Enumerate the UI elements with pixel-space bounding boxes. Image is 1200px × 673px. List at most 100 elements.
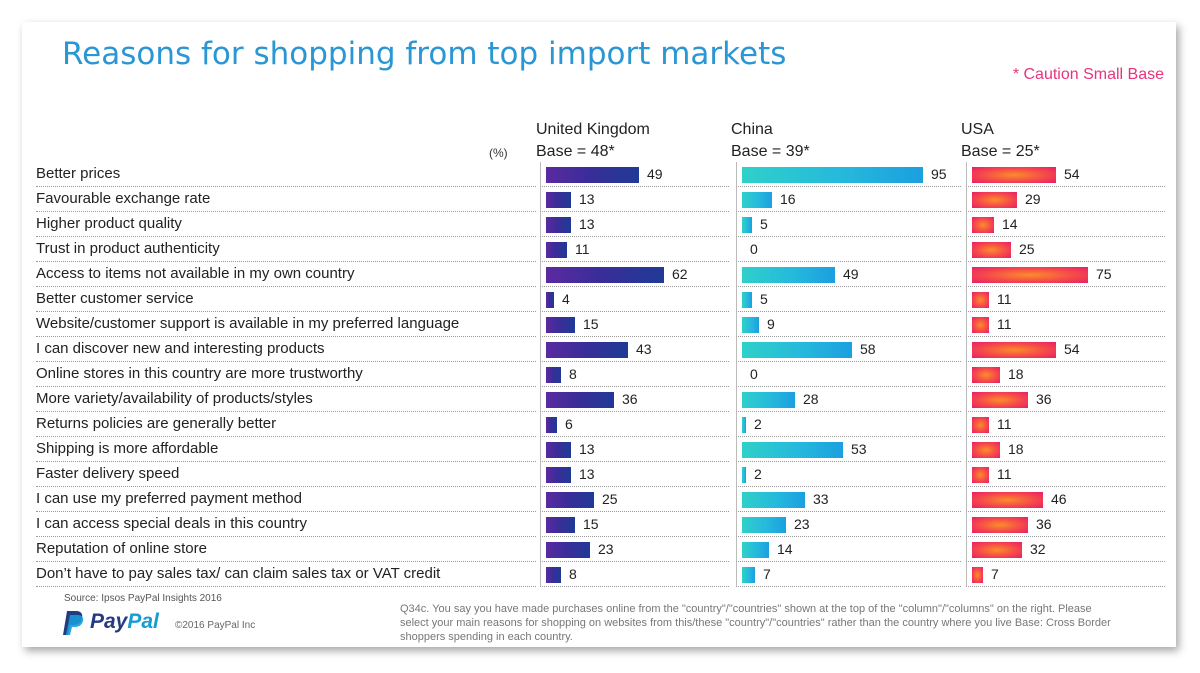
data-label: 95 xyxy=(931,166,947,182)
data-label: 5 xyxy=(760,216,768,232)
bar xyxy=(742,217,752,233)
category-label: More variety/availability of products/st… xyxy=(36,387,536,412)
column-base: Base = 25* xyxy=(961,143,1040,160)
column-header-uk: United Kingdom Base = 48* xyxy=(536,118,650,163)
data-label: 0 xyxy=(750,366,758,382)
bar xyxy=(546,192,571,208)
bar xyxy=(972,167,1056,183)
bar xyxy=(546,392,614,408)
chart-row: Better prices 49 95 54 xyxy=(36,162,1166,187)
bar-cell: 54 xyxy=(966,162,1165,187)
category-label: Reputation of online store xyxy=(36,537,536,562)
bar xyxy=(742,542,769,558)
bar xyxy=(972,217,994,233)
bar xyxy=(546,342,628,358)
chart-row: I can access special deals in this count… xyxy=(36,512,1166,537)
data-label: 5 xyxy=(760,291,768,307)
chart-row: Reputation of online store 23 14 32 xyxy=(36,537,1166,562)
bar-cell: 36 xyxy=(966,387,1165,412)
bar-cell: 36 xyxy=(966,512,1165,537)
bar-cell: 0 xyxy=(736,237,961,262)
chart-row: Better customer service 4 5 11 xyxy=(36,287,1166,312)
bar xyxy=(742,317,759,333)
chart-row: Higher product quality 13 5 14 xyxy=(36,212,1166,237)
chart-row: Shipping is more affordable 13 53 18 xyxy=(36,437,1166,462)
bar xyxy=(972,542,1022,558)
data-label: 25 xyxy=(602,491,618,507)
bar xyxy=(972,492,1043,508)
bar-cell: 8 xyxy=(540,362,729,387)
bar-cell: 33 xyxy=(736,487,961,512)
slide: Reasons for shopping from top import mar… xyxy=(22,22,1176,647)
bar-cell: 15 xyxy=(540,512,729,537)
bar xyxy=(742,392,795,408)
data-label: 7 xyxy=(991,566,999,582)
bar xyxy=(742,342,852,358)
bar xyxy=(742,192,772,208)
bar xyxy=(546,217,571,233)
bar-cell: 11 xyxy=(540,237,729,262)
chart-row: I can use my preferred payment method 25 3… xyxy=(36,487,1166,512)
category-label: I can discover new and interesting produ… xyxy=(36,337,536,362)
chart-row: More variety/availability of products/st… xyxy=(36,387,1166,412)
bar xyxy=(546,442,571,458)
column-base: Base = 39* xyxy=(731,143,810,160)
bar xyxy=(546,242,567,258)
bar xyxy=(742,267,835,283)
data-label: 36 xyxy=(1036,516,1052,532)
data-label: 32 xyxy=(1030,541,1046,557)
data-label: 18 xyxy=(1008,441,1024,457)
bar xyxy=(546,492,594,508)
bar-cell: 23 xyxy=(736,512,961,537)
category-label: Access to items not available in my own … xyxy=(36,262,536,287)
data-label: 2 xyxy=(754,416,762,432)
data-label: 4 xyxy=(562,291,570,307)
bar xyxy=(546,292,554,308)
bar-cell: 14 xyxy=(966,212,1165,237)
bar xyxy=(546,167,639,183)
bar-cell: 11 xyxy=(966,287,1165,312)
data-label: 11 xyxy=(997,466,1012,482)
data-label: 0 xyxy=(750,241,758,257)
chart-row: Returns policies are generally better 6 2 1… xyxy=(36,412,1166,437)
bar xyxy=(972,417,989,433)
bar-cell: 18 xyxy=(966,437,1165,462)
data-label: 36 xyxy=(622,391,638,407)
bar xyxy=(972,517,1028,533)
bar xyxy=(742,167,923,183)
bar-cell: 25 xyxy=(966,237,1165,262)
data-label: 49 xyxy=(843,266,859,282)
bar-cell: 54 xyxy=(966,337,1165,362)
data-label: 6 xyxy=(565,416,573,432)
data-label: 33 xyxy=(813,491,829,507)
column-base: Base = 48* xyxy=(536,143,615,160)
data-label: 11 xyxy=(575,241,590,257)
bar xyxy=(546,542,590,558)
chart-row: Access to items not available in my own … xyxy=(36,262,1166,287)
data-label: 16 xyxy=(780,191,796,207)
bar xyxy=(546,517,575,533)
data-label: 13 xyxy=(579,216,595,232)
unit-label: (%) xyxy=(489,146,508,160)
category-label: I can access special deals in this count… xyxy=(36,512,536,537)
chart-row: Online stores in this country are more t… xyxy=(36,362,1166,387)
data-label: 9 xyxy=(767,316,775,332)
data-label: 13 xyxy=(579,441,595,457)
source-note: Source: Ipsos PayPal Insights 2016 xyxy=(64,593,222,604)
bar xyxy=(742,567,755,583)
data-label: 11 xyxy=(997,316,1012,332)
bar-cell: 25 xyxy=(540,487,729,512)
bar xyxy=(546,367,561,383)
bar-cell: 13 xyxy=(540,462,729,487)
bar xyxy=(742,492,805,508)
data-label: 28 xyxy=(803,391,819,407)
bar-cell: 32 xyxy=(966,537,1165,562)
bar-cell: 13 xyxy=(540,437,729,462)
chart-row: Faster delivery speed 13 2 11 xyxy=(36,462,1166,487)
data-label: 14 xyxy=(777,541,793,557)
data-label: 54 xyxy=(1064,341,1080,357)
bar-cell: 49 xyxy=(540,162,729,187)
category-label: Online stores in this country are more t… xyxy=(36,362,536,387)
bar xyxy=(972,317,989,333)
chart-row: Favourable exchange rate 13 16 29 xyxy=(36,187,1166,212)
